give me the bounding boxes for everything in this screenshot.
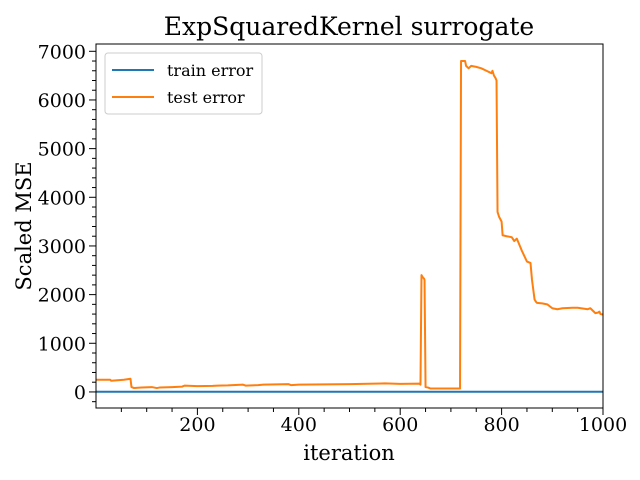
x-ticks: 200 400 600 800 1000 bbox=[120, 408, 627, 436]
legend: train error test error bbox=[104, 52, 263, 115]
plot-lines bbox=[96, 60, 603, 393]
x-tick-label: 600 bbox=[382, 414, 418, 436]
x-tick-label: 800 bbox=[483, 414, 519, 436]
y-tick-label: 2000 bbox=[38, 285, 86, 307]
legend-box bbox=[104, 52, 263, 115]
y-axis-label: Scaled MSE bbox=[12, 161, 36, 290]
x-axis-label: iteration bbox=[303, 441, 394, 465]
x-tick-label: 1000 bbox=[579, 414, 627, 436]
x-tick-label: 200 bbox=[179, 414, 215, 436]
y-tick-label: 5000 bbox=[38, 139, 86, 161]
y-tick-label: 3000 bbox=[38, 236, 86, 258]
series-line-test-error bbox=[96, 60, 603, 390]
y-ticks: 0 1000 2000 3000 4000 5000 6000 7000 bbox=[38, 41, 96, 404]
legend-label-train: train error bbox=[167, 61, 254, 80]
y-tick-label: 0 bbox=[74, 382, 86, 404]
chart-title: ExpSquaredKernel surrogate bbox=[164, 12, 534, 41]
y-tick-label: 7000 bbox=[38, 41, 86, 63]
y-tick-label: 1000 bbox=[38, 333, 86, 355]
y-tick-label: 4000 bbox=[38, 187, 86, 209]
legend-label-test: test error bbox=[167, 88, 245, 107]
y-tick-label: 6000 bbox=[38, 90, 86, 112]
x-tick-label: 400 bbox=[281, 414, 317, 436]
